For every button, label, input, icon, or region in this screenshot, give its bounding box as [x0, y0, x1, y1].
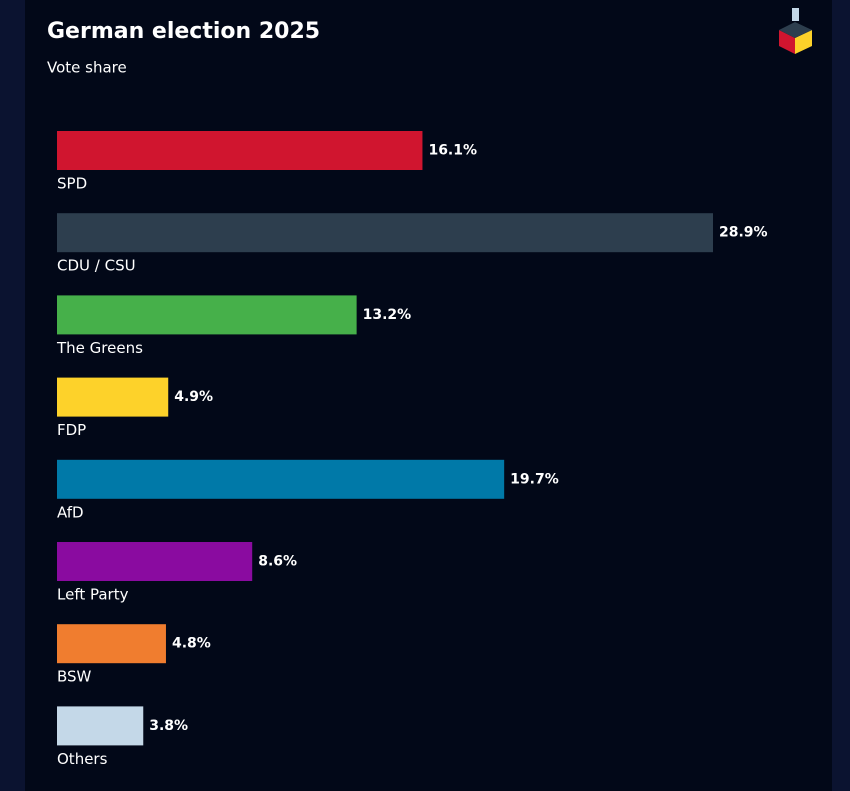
bar: [57, 624, 166, 664]
category-label: The Greens: [56, 339, 143, 357]
value-label: 3.8%: [149, 718, 188, 734]
value-label: 4.8%: [172, 636, 211, 652]
bar: [57, 542, 253, 581]
category-label: AfD: [57, 503, 84, 521]
value-label: 13.2%: [363, 307, 412, 323]
logo: [779, 8, 812, 54]
value-label: 28.9%: [719, 225, 768, 241]
bar: [57, 131, 423, 170]
bar: [57, 377, 169, 417]
category-label: SPD: [57, 175, 87, 193]
bar: [57, 213, 713, 253]
value-label: 19.7%: [510, 471, 559, 487]
chart-title: German election 2025: [47, 19, 320, 44]
bar: [57, 459, 505, 499]
chart-subtitle: Vote share: [47, 59, 127, 77]
category-label: Left Party: [57, 586, 129, 604]
bar: [57, 295, 357, 335]
value-label: 16.1%: [428, 143, 477, 159]
category-label: BSW: [57, 668, 92, 686]
value-label: 8.6%: [258, 554, 297, 570]
category-label: CDU / CSU: [57, 257, 136, 275]
value-label: 4.9%: [174, 389, 213, 405]
category-label: FDP: [57, 421, 86, 439]
bar: [57, 706, 144, 746]
category-label: Others: [57, 750, 108, 768]
